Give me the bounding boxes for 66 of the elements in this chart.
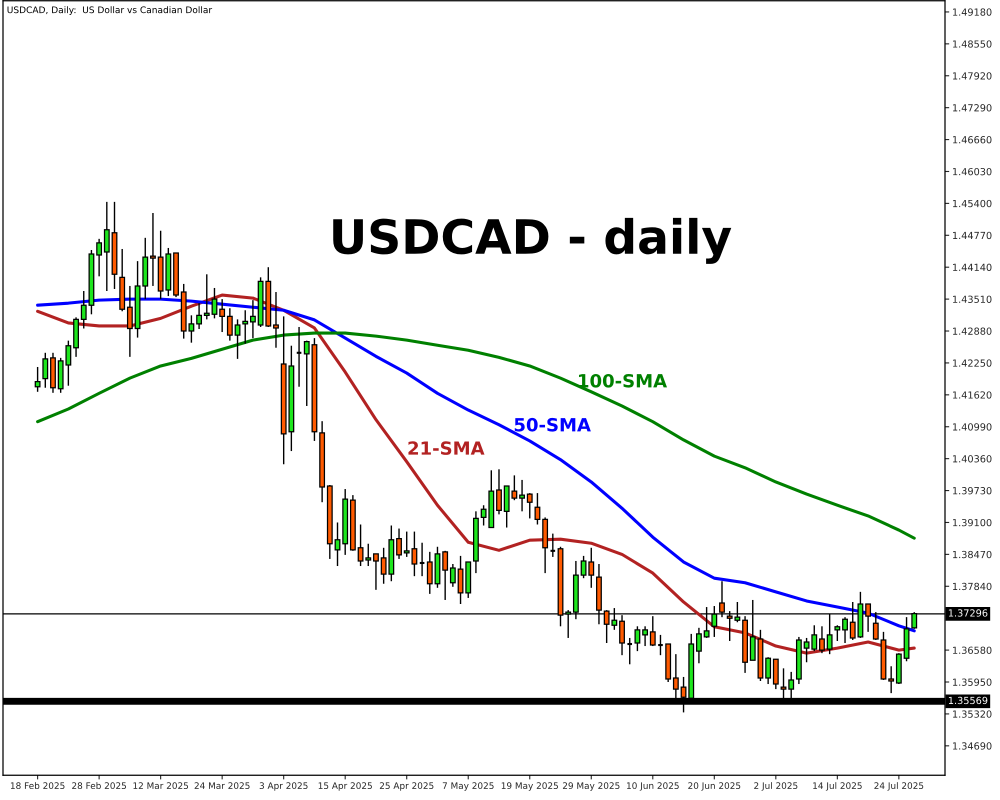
- y-tick-label: 1.37840: [953, 582, 992, 590]
- y-tick-label: 1.48550: [953, 40, 992, 48]
- candlestick: [426, 551, 433, 595]
- x-tick-label: 14 Jul 2025: [813, 782, 862, 791]
- x-tick-label: 28 Feb 2025: [72, 782, 126, 790]
- y-tick-label: 1.47290: [953, 104, 992, 112]
- series-label: 100-SMA: [579, 374, 668, 388]
- y-tick-label: 1.44770: [953, 232, 992, 240]
- y-tick-label: 1.42250: [953, 359, 992, 367]
- y-tick-label: 1.39100: [953, 518, 992, 526]
- text: USDCAD, Daily: US Dollar vs Canadian Dollar: [8, 6, 212, 15]
- candlestick: [588, 547, 594, 588]
- y-tick-label: 1.35950: [953, 678, 992, 686]
- y-tick-label: 1.44140: [953, 264, 992, 272]
- candlestick: [526, 492, 533, 520]
- y-tick-label: 1.36580: [953, 646, 992, 654]
- y-tick-label: 1.43510: [953, 296, 992, 303]
- y-tick-label: 1.40990: [953, 423, 992, 431]
- y-tick-label: 1.45400: [953, 200, 992, 208]
- candlestick: [273, 291, 279, 348]
- ref-line-label: 1.37296: [948, 609, 988, 617]
- x-tick-label: 3 Apr 2025: [260, 782, 308, 791]
- y-tick-label: 1.40360: [953, 455, 992, 462]
- candlestick: [42, 352, 48, 388]
- y-tick-label: 1.47920: [953, 72, 992, 80]
- candlestick: [365, 543, 372, 567]
- y-tick-label: 1.46660: [953, 136, 992, 144]
- text: USDCAD - daily: [333, 218, 732, 264]
- line-series: [36, 332, 916, 540]
- y-tick-label: 1.42880: [953, 328, 992, 335]
- x-tick-label: 19 May 2025: [502, 782, 558, 791]
- candlestick: [404, 530, 410, 558]
- x-tick-label: 12 Mar 2025: [133, 782, 188, 790]
- x-tick-label: 20 Jun 2025: [688, 782, 740, 791]
- x-tick-label: 18 Feb 2025: [10, 782, 64, 790]
- series-label: 21-SMA: [408, 441, 484, 455]
- candlestick: [811, 624, 818, 652]
- y-tick-label: 1.46030: [953, 168, 992, 176]
- x-tick-label: 2 Jul 2025: [754, 782, 798, 791]
- candlestick: [80, 290, 87, 330]
- candlestick: [411, 530, 418, 577]
- candlestick: [480, 504, 487, 526]
- series-label: 50-SMA: [514, 418, 591, 432]
- y-tick-label: 1.34690: [953, 742, 992, 750]
- candlestick: [657, 634, 664, 656]
- x-tick-label: 10 Jun 2025: [627, 782, 679, 791]
- y-tick-label: 1.35320: [953, 710, 992, 718]
- candlestick: [296, 326, 302, 388]
- candlestick: [34, 366, 41, 392]
- candlestick: [418, 542, 426, 577]
- y-tick-label: 1.41620: [953, 391, 992, 399]
- candlestick: [242, 310, 248, 344]
- y-tick-label: 1.38470: [953, 550, 992, 558]
- x-tick-label: 24 Mar 2025: [194, 782, 250, 790]
- y-tick-label: 1.49180: [953, 8, 992, 16]
- x-tick-label: 25 Apr 2025: [380, 782, 434, 791]
- x-tick-label: 24 Jul 2025: [874, 782, 924, 791]
- x-tick-label: 7 May 2025: [442, 782, 494, 791]
- x-tick-label: 29 May 2025: [562, 782, 620, 791]
- y-tick-label: 1.39730: [953, 487, 992, 494]
- candlestick: [304, 340, 310, 407]
- candlestick: [104, 201, 110, 292]
- candlestick: [334, 522, 340, 567]
- candlestick: [204, 274, 210, 320]
- ref-line-label: 1.35569: [948, 696, 988, 704]
- x-tick-label: 15 Apr 2025: [318, 782, 372, 791]
